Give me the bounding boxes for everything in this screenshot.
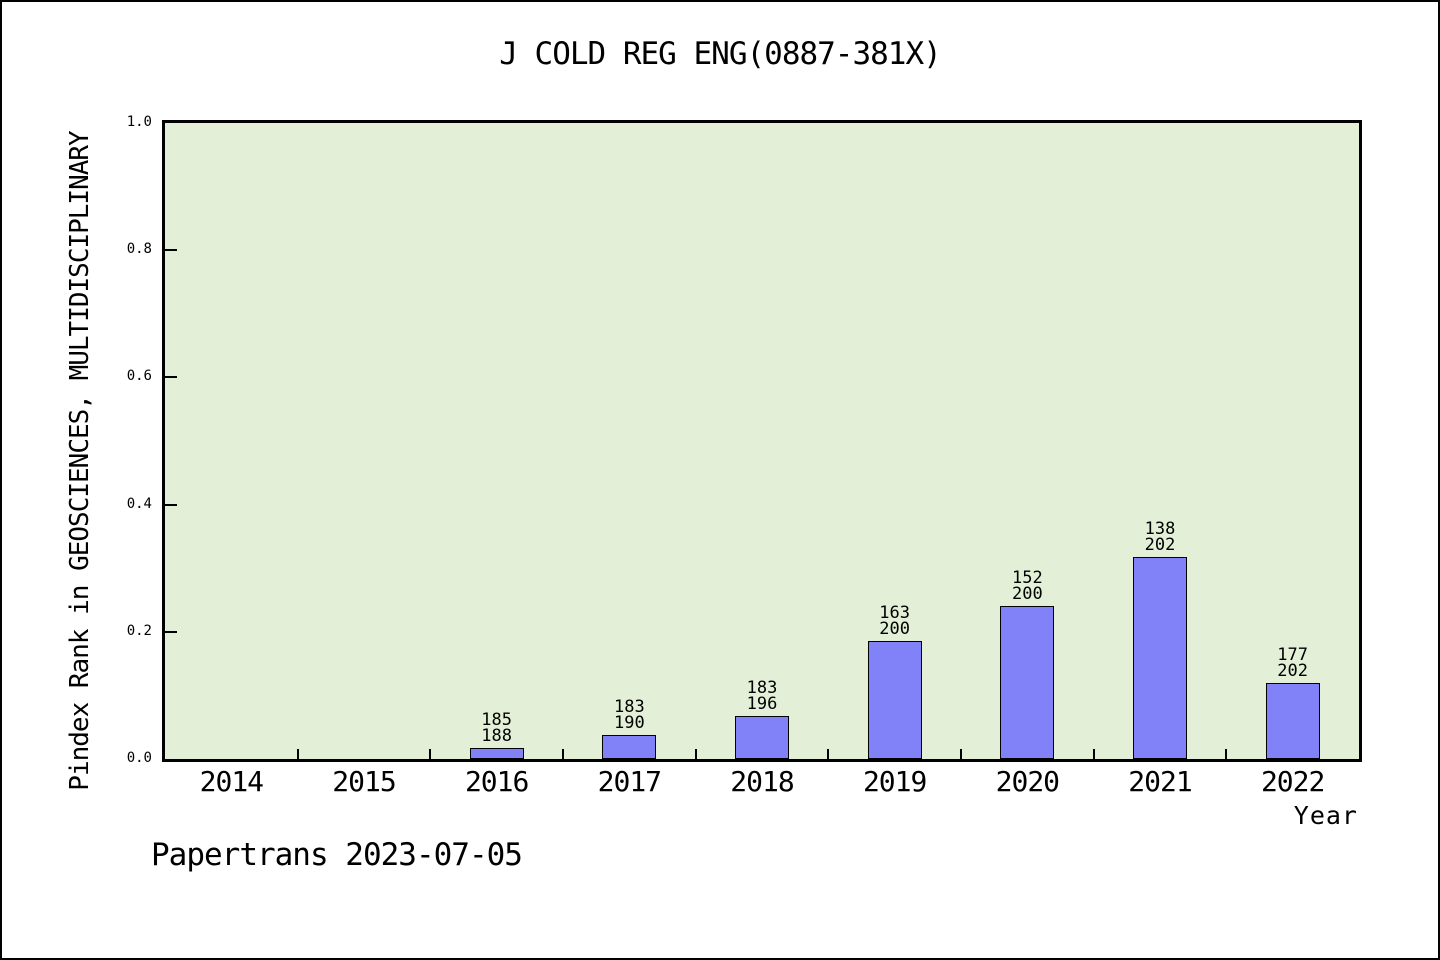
x-tick-label: 2022 — [1260, 765, 1325, 798]
bar-value-label: 152 200 — [1011, 568, 1043, 605]
y-tick-mark — [165, 503, 177, 506]
bar-value-label: 163 200 — [879, 603, 911, 640]
bar-2020 — [1000, 606, 1055, 759]
y-tick-label: 1.0 — [126, 114, 152, 130]
bar-2021 — [1133, 557, 1187, 759]
y-axis-label: Pindex Rank in GEOSCIENCES, MULTIDISCIPL… — [65, 131, 95, 791]
y-tick-label: 0.4 — [126, 495, 152, 512]
x-tick-mark — [429, 749, 432, 759]
y-tick-label: 0.2 — [126, 622, 152, 639]
x-tick-label: 2014 — [199, 765, 264, 798]
bar-2017 — [602, 735, 657, 759]
y-tick-mark — [165, 376, 177, 379]
bar-value-label: 185 188 — [481, 710, 513, 747]
y-tick-mark — [165, 249, 177, 252]
x-tick-mark — [296, 749, 299, 759]
y-tick-mark — [165, 630, 177, 633]
x-tick-mark — [827, 749, 830, 759]
bar-2018 — [735, 716, 789, 759]
bar-value-label: 183 196 — [746, 678, 778, 715]
x-tick-mark — [1092, 749, 1095, 759]
y-tick-label: 0.6 — [126, 368, 152, 385]
x-tick-label: 2016 — [464, 765, 529, 798]
x-tick-mark — [694, 749, 697, 759]
x-axis-label: Year — [1293, 801, 1358, 830]
plot-area: 185 188 183 190 183 196 163 200 152 200 138 2… — [162, 120, 1362, 762]
x-tick-label: 2018 — [730, 765, 794, 798]
x-tick-mark — [1225, 749, 1228, 759]
bar-2016 — [469, 748, 524, 759]
x-tick-mark — [960, 749, 962, 759]
x-tick-label: 2017 — [597, 765, 662, 798]
footer-watermark: Papertrans 2023-07-05 — [151, 837, 523, 873]
bar-2019 — [867, 641, 922, 759]
bar-value-label: 138 202 — [1144, 519, 1176, 556]
y-tick-label: 0.8 — [126, 241, 152, 258]
chart-title: J COLD REG ENG(0887-381X) — [499, 36, 942, 72]
x-tick-label: 2020 — [995, 765, 1060, 798]
bar-value-label: 177 202 — [1277, 644, 1309, 681]
x-tick-label: 2019 — [862, 765, 927, 798]
y-tick-label: 0.0 — [126, 750, 152, 766]
x-tick-mark — [562, 749, 564, 759]
bar-2022 — [1265, 682, 1320, 759]
x-tick-label: 2015 — [332, 765, 396, 798]
x-tick-label: 2021 — [1128, 765, 1192, 798]
bar-value-label: 183 190 — [613, 697, 645, 734]
